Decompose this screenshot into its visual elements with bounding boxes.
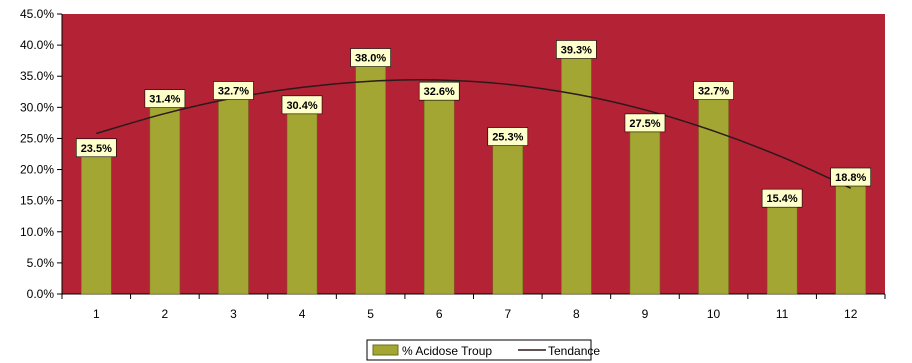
data-label: 32.6% xyxy=(424,86,455,98)
bar xyxy=(286,104,318,295)
data-label: 38.0% xyxy=(355,53,386,65)
y-tick-label: 5.0% xyxy=(27,256,55,270)
x-tick-label: 12 xyxy=(844,307,858,321)
data-label-box xyxy=(418,81,460,101)
bar-series xyxy=(81,49,866,295)
x-tick-label: 8 xyxy=(573,307,580,321)
bar xyxy=(218,90,249,295)
data-label-box xyxy=(144,89,186,108)
y-tick-label: 35.0% xyxy=(20,69,54,83)
y-tick-label: 25.0% xyxy=(20,131,54,145)
bar xyxy=(423,90,455,295)
data-label: 30.4% xyxy=(286,100,317,112)
x-tick-label: 9 xyxy=(642,307,649,321)
bar xyxy=(149,98,181,295)
x-tick-label: 5 xyxy=(367,307,374,321)
x-tick-label: 7 xyxy=(504,307,511,321)
bar xyxy=(698,90,729,295)
bar xyxy=(81,147,112,295)
data-labels: 23.5% 31.4% 32.7% 30.4% 38.0% 32.6% 25.3% 39.3%… xyxy=(75,40,872,208)
y-axis: 0.0% 5.0% 10.0% 15.0% 20.0% 25.0% 30.0% 35.0% 40… xyxy=(20,7,63,301)
data-label: 18.8% xyxy=(835,172,866,184)
x-tick-label: 4 xyxy=(299,307,306,321)
bar xyxy=(492,136,524,295)
y-tick-label: 30.0% xyxy=(20,100,54,114)
bar xyxy=(561,49,592,295)
data-label: 15.4% xyxy=(767,193,798,205)
x-tick-label: 11 xyxy=(776,307,789,321)
plot-area xyxy=(62,14,885,294)
data-label-box xyxy=(281,95,323,115)
legend-bar-swatch xyxy=(372,344,399,356)
data-label-box xyxy=(693,81,734,100)
x-tick-label: 1 xyxy=(93,307,100,321)
data-label: 32.7% xyxy=(698,86,729,98)
data-label-box xyxy=(487,127,529,146)
data-label-box xyxy=(75,138,117,158)
x-tick-label: 6 xyxy=(436,307,443,321)
data-label-box xyxy=(213,81,254,100)
data-label: 39.3% xyxy=(561,44,592,56)
data-label: 23.5% xyxy=(81,143,112,155)
y-tick-label: 20.0% xyxy=(20,163,54,177)
data-label-box xyxy=(761,188,803,208)
x-tick-label: 3 xyxy=(230,307,237,321)
legend-line-label: Tendance xyxy=(548,344,600,358)
legend: % Acidose Troup Tendance xyxy=(366,339,600,361)
bar xyxy=(835,176,866,295)
data-label: 25.3% xyxy=(492,132,523,144)
data-label-box xyxy=(350,48,391,67)
data-label-box xyxy=(624,113,666,133)
legend-box xyxy=(366,339,592,361)
legend-bar-label: % Acidose Troup xyxy=(402,344,492,358)
x-tick-label: 2 xyxy=(162,307,169,321)
y-tick-label: 15.0% xyxy=(20,194,54,208)
x-axis: 1 2 3 4 5 6 7 8 9 10 11 12 xyxy=(61,293,886,321)
bar xyxy=(629,122,661,295)
y-tick-label: 10.0% xyxy=(20,225,54,239)
bar xyxy=(766,197,798,295)
y-tick-label: 0.0% xyxy=(27,287,55,301)
data-label-box xyxy=(830,167,872,187)
x-tick-label: 10 xyxy=(707,307,721,321)
data-label-box xyxy=(556,40,597,59)
bar xyxy=(355,57,386,295)
y-tick-label: 45.0% xyxy=(20,7,54,21)
data-label: 27.5% xyxy=(629,118,660,130)
data-label: 31.4% xyxy=(149,94,180,106)
y-tick-label: 40.0% xyxy=(20,38,54,52)
data-label: 32.7% xyxy=(218,86,249,98)
